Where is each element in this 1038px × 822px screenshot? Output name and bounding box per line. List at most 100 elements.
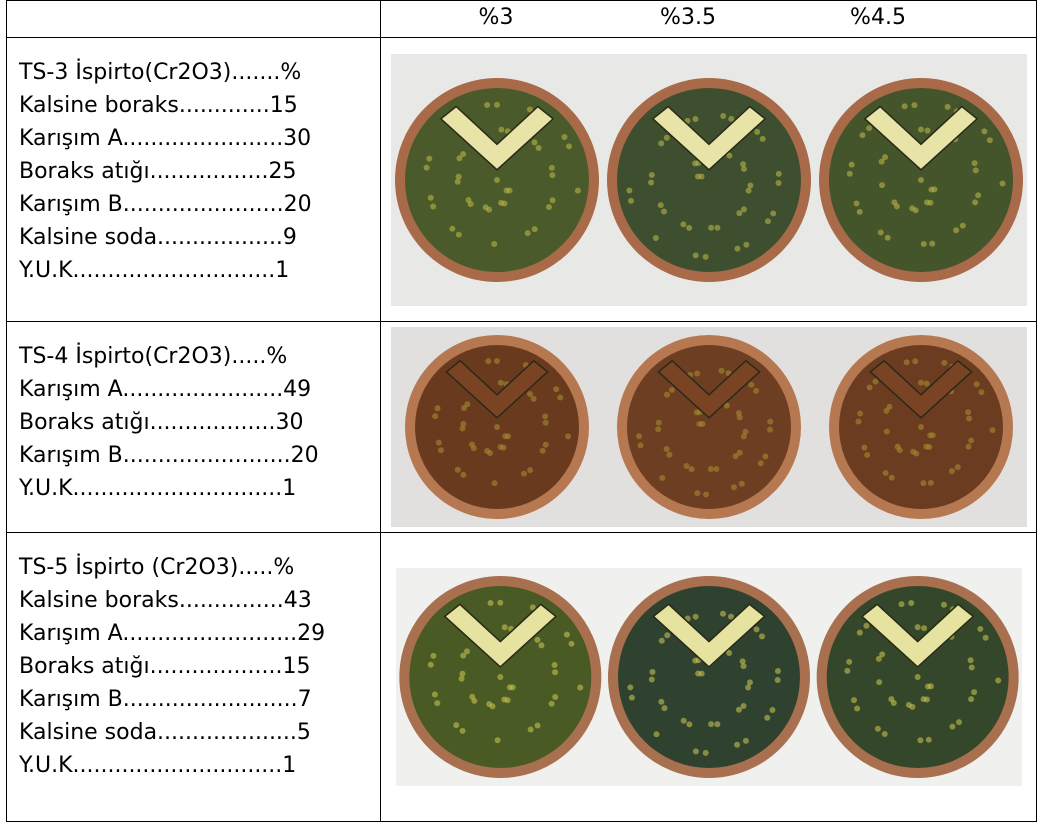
glaze-speck [520,470,527,477]
recipe-line: Y.U.K.............................1 [19,258,290,283]
glaze-speck [878,181,885,188]
glaze-speck [977,389,984,396]
glaze-speck [458,670,465,677]
glaze-speck [865,124,872,131]
glaze-speck [539,447,546,454]
recipe-cell: TS-3 İspirto(Cr2O3).......% Kalsine borak… [6,37,381,322]
glaze-speck [727,613,734,620]
glaze-speck [761,453,768,460]
glaze-speck [493,176,500,183]
glaze-speck [739,160,746,167]
glaze-speck [542,419,549,426]
glaze-speck [468,441,475,448]
photo-cell [380,321,1037,533]
glaze-speck [914,674,921,680]
glaze-speck [923,380,930,387]
glaze-speck [625,186,632,193]
glaze-speck [853,199,860,206]
glaze-speck [871,378,878,385]
recipe-line: Y.U.K..............................1 [19,753,297,778]
glaze-speck [735,209,742,216]
glaze-speck [766,418,773,425]
glaze-speck [736,449,743,456]
glaze-speck [434,405,441,412]
glaze-speck [493,358,500,365]
glaze-speck [735,706,742,713]
glaze-speck [427,194,434,201]
glaze-speck [500,696,507,703]
glaze-speck [875,679,882,686]
glaze-speck [730,484,737,491]
glaze-speck [545,203,552,210]
glaze-speck [707,721,714,728]
photo-wrap [381,38,1036,321]
glaze-speck [858,131,865,138]
glaze-speck [707,224,714,231]
glaze-speck [465,196,472,203]
glaze-speck [882,470,889,477]
glaze-speck [541,413,548,420]
glaze-speck [740,702,747,709]
glaze-speck [574,187,581,194]
glaze-speck [845,658,852,665]
glaze-speck [655,419,662,426]
glaze-speck [679,220,686,227]
glaze-speck [482,203,489,210]
glaze-speck [766,426,773,433]
glaze-speck [448,225,455,232]
glaze-speck [746,679,753,686]
glaze-speck [423,164,430,171]
glaze-speck [881,153,888,160]
glaze-speck [431,691,438,698]
glaze-speck [463,401,470,408]
glaze-speck [563,631,570,638]
glaze-speck [878,651,885,658]
glaze-speck [854,418,861,425]
recipe-line: Y.U.K..............................1 [19,476,297,501]
glaze-speck [552,386,559,393]
column-label: %4.5 [850,5,906,30]
glaze-speck [497,379,504,386]
glaze-photo [395,568,1022,786]
photo-cell [380,37,1037,322]
glaze-speck [732,453,739,460]
glaze-speck [926,432,933,439]
glaze-speck [459,471,466,478]
glaze-speck [526,467,533,474]
recipe-line: Kalsine boraks...............43 [19,588,312,613]
glaze-photo [390,327,1027,527]
glaze-speck [653,731,660,738]
glaze-speck [758,633,765,640]
glaze-speck [920,240,927,247]
glaze-speck [637,442,644,449]
glaze-speck [459,425,466,432]
glaze-speck [884,234,891,241]
glaze-speck [928,240,935,247]
glaze-speck [483,101,490,108]
glaze-speck [483,447,490,454]
glaze-speck [693,490,700,497]
glaze-speck [846,170,853,177]
glaze-speck [635,433,642,440]
glaze-speck [917,125,924,132]
glaze-speck [497,126,504,133]
header-row: %3 %3.5 %4.5 [6,0,1037,38]
glaze-speck [551,693,558,700]
glaze-speck [980,127,987,134]
header-cell: %3 %3.5 %4.5 [380,0,1037,38]
glaze-speck [965,415,972,422]
glaze-speck [531,138,538,145]
glaze-speck [768,707,775,714]
glaze-speck [967,696,974,703]
glaze-speck [431,413,438,420]
glaze-speck [753,128,760,135]
glaze-speck [920,696,927,703]
glaze-speck [707,465,714,472]
glaze-speck [455,154,462,161]
glaze-speck [905,701,912,708]
glaze-speck [560,133,567,140]
glaze-speck [764,217,771,224]
glaze-speck [741,428,748,435]
glaze-speck [972,166,979,173]
